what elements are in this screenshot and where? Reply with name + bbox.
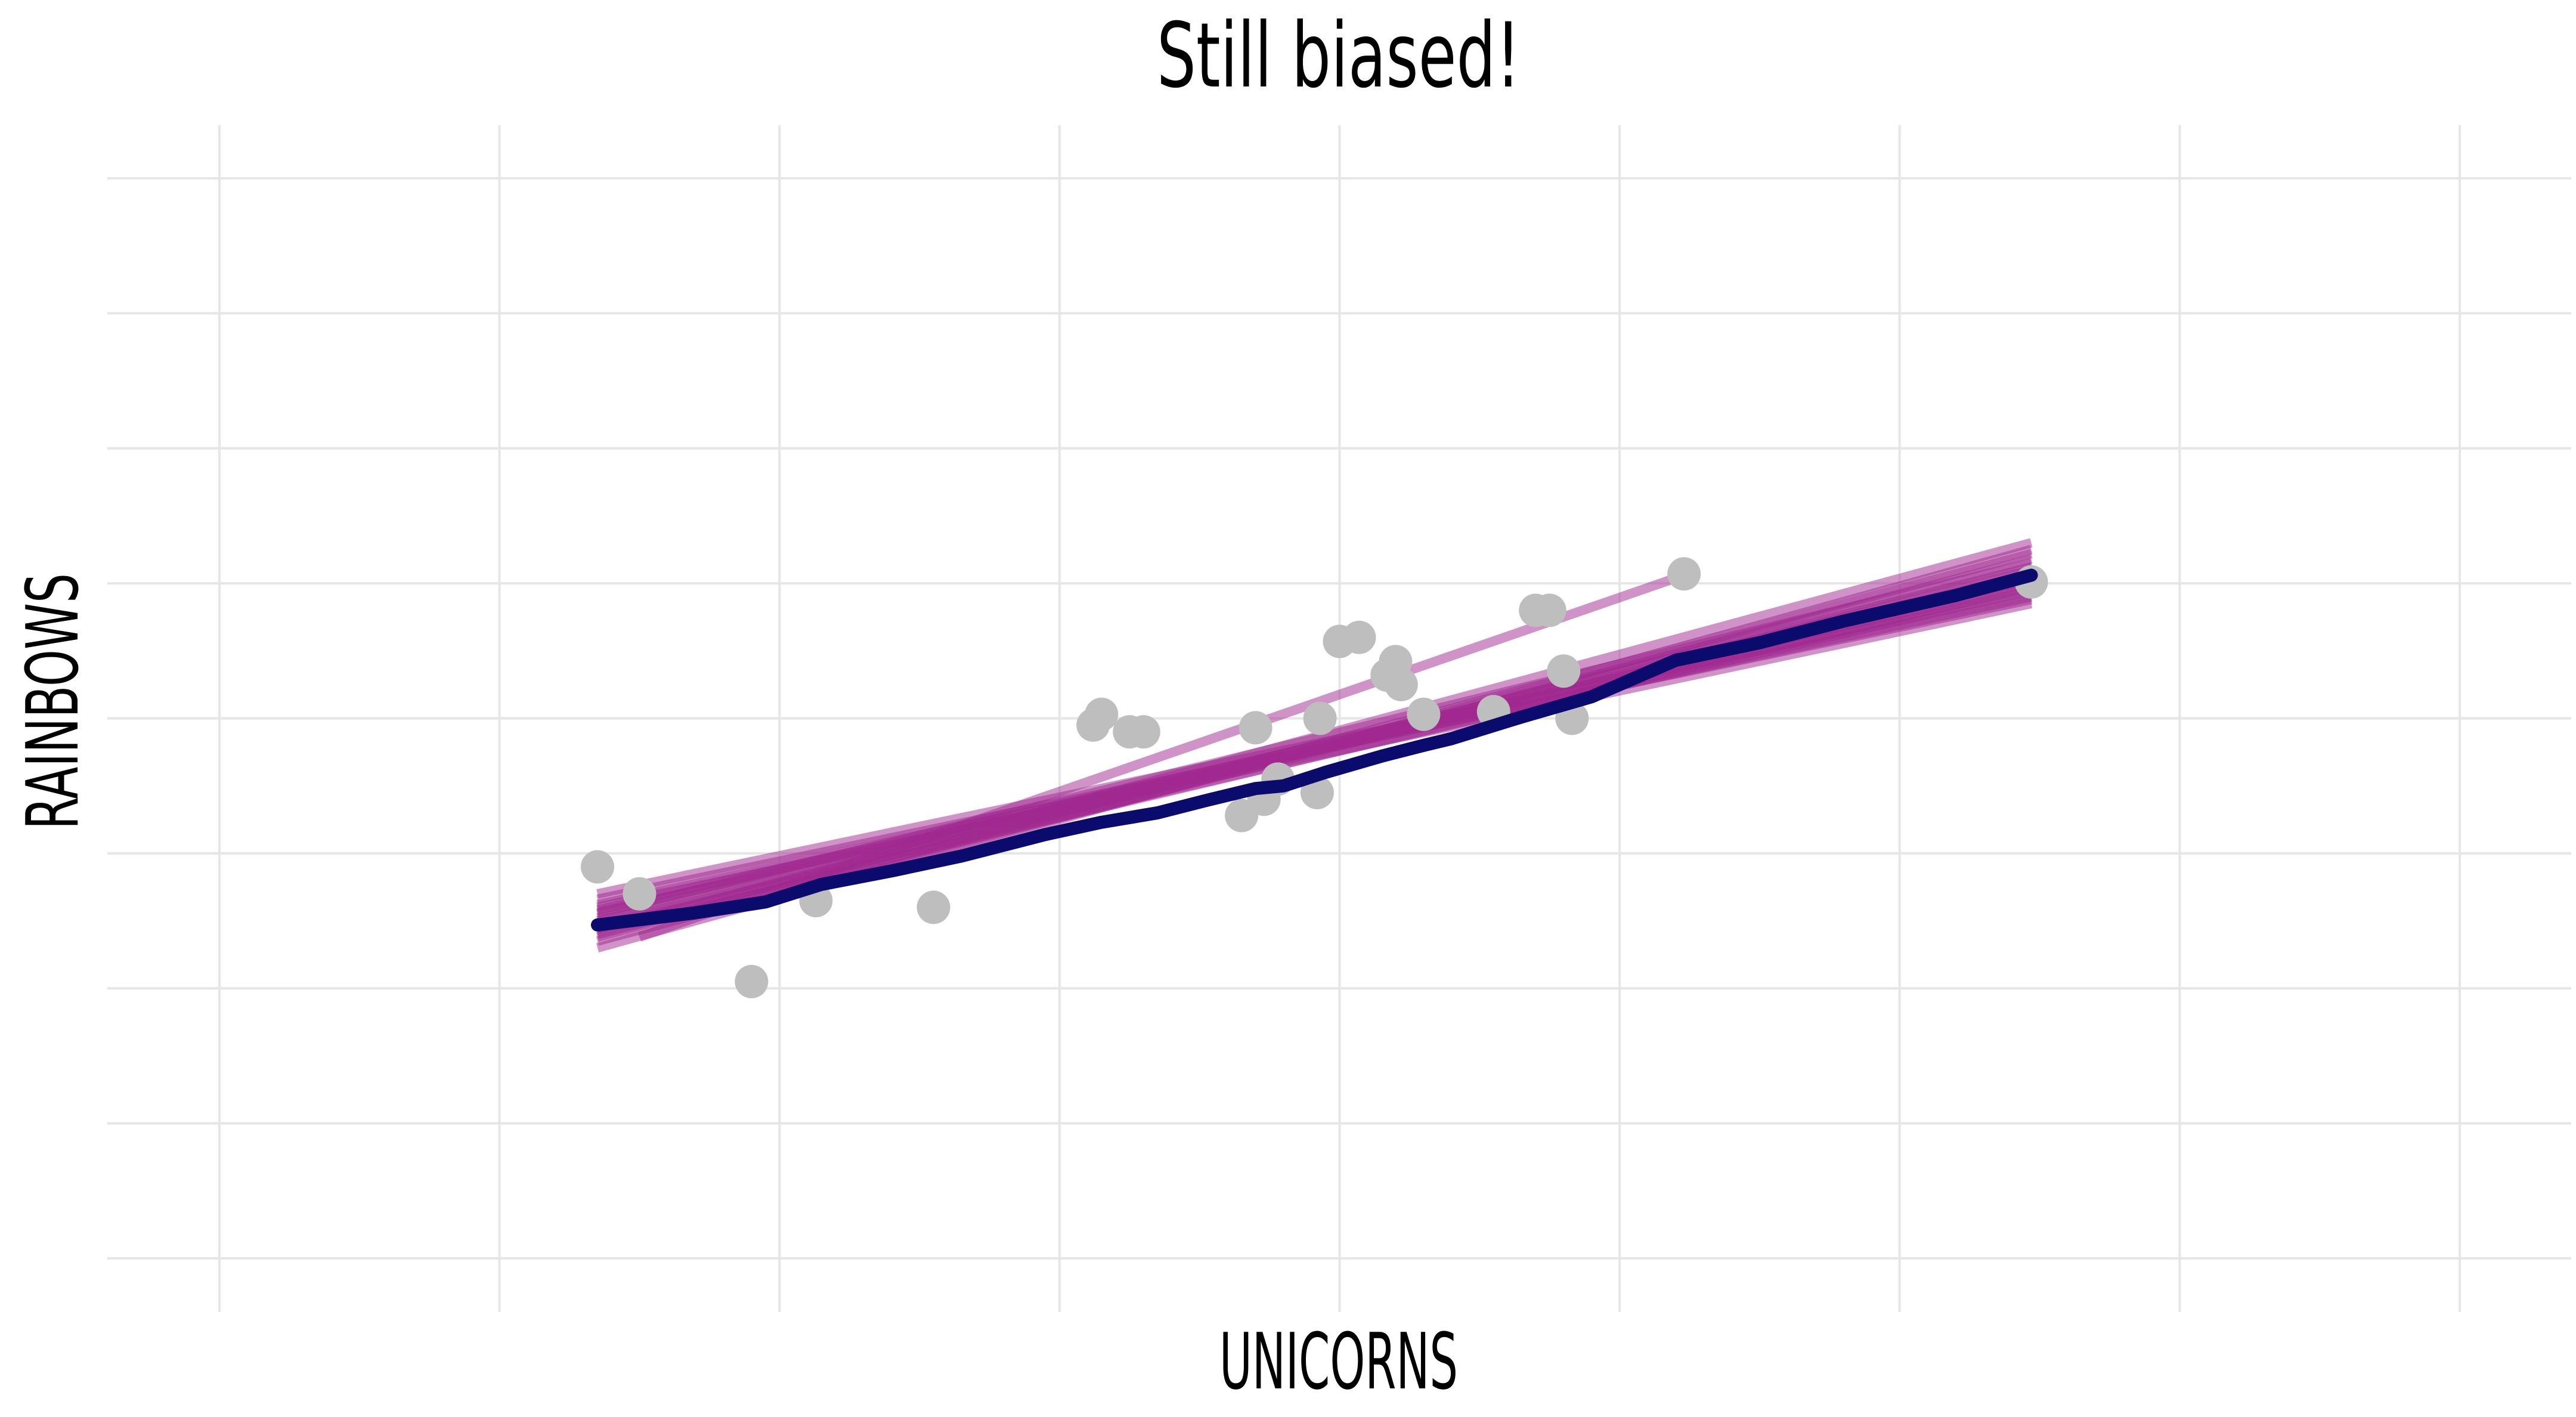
data-point	[1667, 557, 1701, 591]
data-point	[1342, 620, 1376, 654]
data-point	[581, 850, 614, 884]
bootstrap-fit-line	[596, 583, 2033, 918]
data-point	[1384, 667, 1418, 701]
data-point	[623, 877, 657, 911]
fit-line	[591, 568, 2038, 932]
data-point	[1407, 697, 1441, 731]
x-axis-label: UNICORNS	[1219, 1316, 1458, 1407]
data-point	[1547, 654, 1581, 688]
data-point	[1239, 711, 1272, 745]
data-point	[735, 964, 769, 998]
data-point	[1126, 715, 1160, 749]
grid-lines	[107, 125, 2571, 1312]
fit-line-group	[591, 568, 2038, 932]
y-axis-label: RAINBOWS	[12, 573, 95, 830]
chart-title: Still biased!	[1157, 4, 1521, 108]
data-point	[1532, 593, 1566, 627]
data-point	[1085, 697, 1119, 731]
data-point	[1303, 701, 1337, 735]
data-point	[917, 890, 950, 924]
